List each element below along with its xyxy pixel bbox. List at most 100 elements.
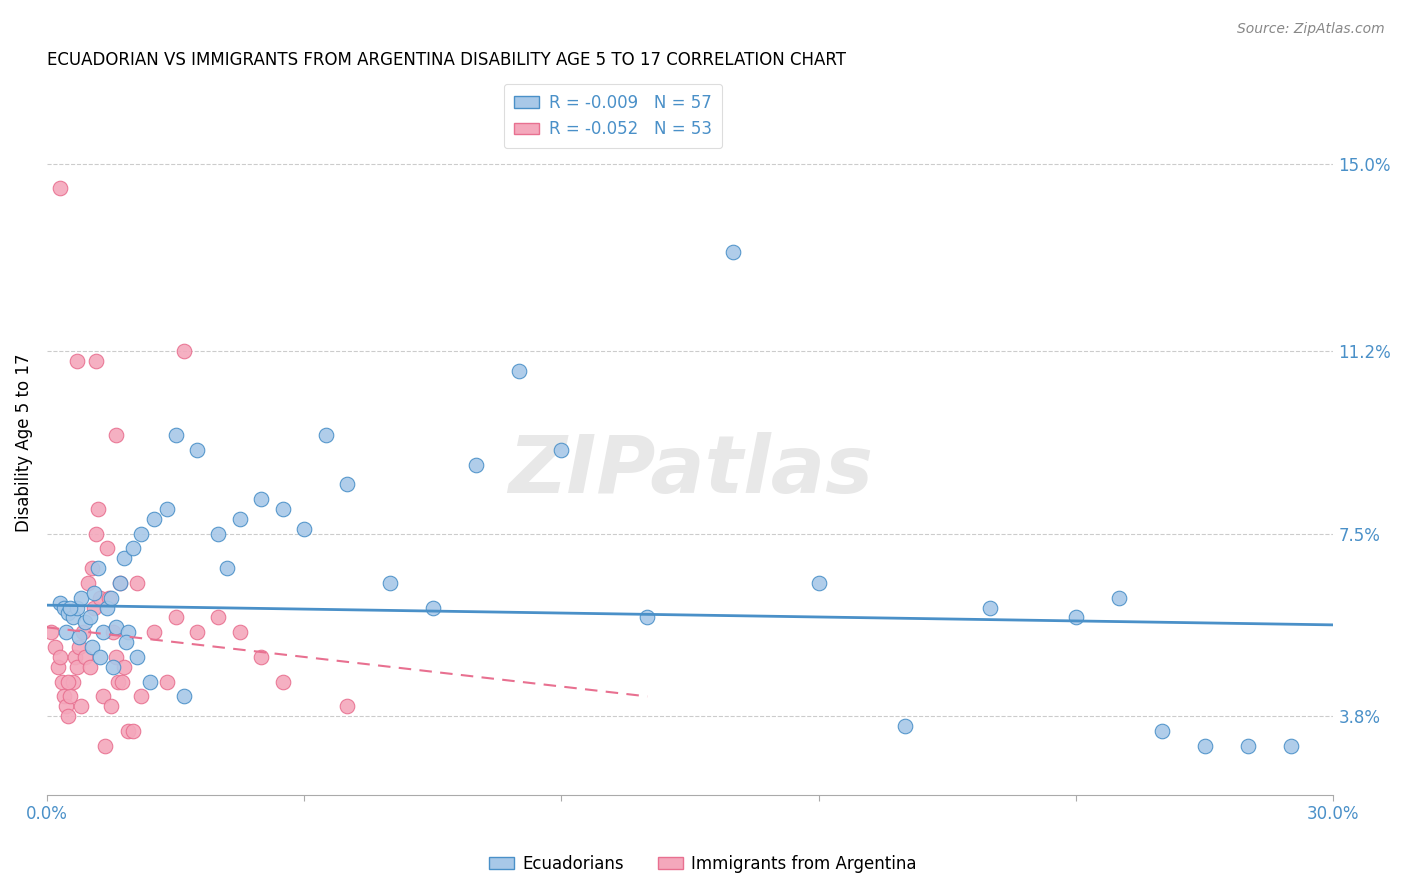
Point — [1194, 739, 1216, 753]
Point — [91, 690, 114, 704]
Point — [1279, 739, 1302, 753]
Point — [108, 576, 131, 591]
Point — [100, 591, 122, 605]
Point — [336, 699, 359, 714]
Point — [979, 600, 1001, 615]
Point — [70, 699, 93, 714]
Point — [84, 354, 107, 368]
Point — [55, 625, 77, 640]
Point — [807, 576, 830, 591]
Point — [636, 610, 658, 624]
Point — [96, 600, 118, 615]
Point — [66, 600, 89, 615]
Point — [87, 502, 110, 516]
Point — [173, 690, 195, 704]
Point — [112, 551, 135, 566]
Point — [75, 615, 97, 630]
Point — [83, 586, 105, 600]
Point — [143, 625, 166, 640]
Legend: Ecuadorians, Immigrants from Argentina: Ecuadorians, Immigrants from Argentina — [482, 848, 924, 880]
Point — [143, 512, 166, 526]
Point — [80, 561, 103, 575]
Point — [893, 719, 915, 733]
Point — [1150, 723, 1173, 738]
Point — [63, 649, 86, 664]
Point — [139, 674, 162, 689]
Point — [66, 660, 89, 674]
Point — [125, 576, 148, 591]
Point — [207, 610, 229, 624]
Point — [62, 674, 84, 689]
Point — [173, 344, 195, 359]
Point — [215, 561, 238, 575]
Point — [156, 502, 179, 516]
Point — [1108, 591, 1130, 605]
Point — [271, 674, 294, 689]
Point — [207, 526, 229, 541]
Point — [112, 660, 135, 674]
Point — [108, 576, 131, 591]
Point — [121, 541, 143, 556]
Point — [117, 723, 139, 738]
Point — [91, 625, 114, 640]
Point — [53, 690, 76, 704]
Point — [121, 723, 143, 738]
Point — [79, 660, 101, 674]
Point — [103, 625, 125, 640]
Point — [129, 526, 152, 541]
Point — [44, 640, 66, 654]
Point — [104, 620, 127, 634]
Point — [721, 245, 744, 260]
Y-axis label: Disability Age 5 to 17: Disability Age 5 to 17 — [15, 353, 32, 532]
Text: ECUADORIAN VS IMMIGRANTS FROM ARGENTINA DISABILITY AGE 5 TO 17 CORRELATION CHART: ECUADORIAN VS IMMIGRANTS FROM ARGENTINA … — [46, 51, 846, 69]
Text: Source: ZipAtlas.com: Source: ZipAtlas.com — [1237, 22, 1385, 37]
Point — [70, 591, 93, 605]
Point — [84, 526, 107, 541]
Point — [58, 674, 80, 689]
Point — [336, 477, 359, 491]
Point — [156, 674, 179, 689]
Point — [125, 649, 148, 664]
Point — [315, 428, 337, 442]
Point — [129, 690, 152, 704]
Point — [117, 625, 139, 640]
Point — [55, 699, 77, 714]
Point — [96, 541, 118, 556]
Point — [100, 699, 122, 714]
Legend: R = -0.009   N = 57, R = -0.052   N = 53: R = -0.009 N = 57, R = -0.052 N = 53 — [503, 84, 721, 148]
Point — [186, 625, 208, 640]
Point — [53, 600, 76, 615]
Point — [111, 674, 134, 689]
Point — [48, 649, 70, 664]
Point — [464, 458, 486, 472]
Point — [508, 364, 530, 378]
Text: ZIPatlas: ZIPatlas — [508, 432, 873, 509]
Point — [80, 640, 103, 654]
Point — [76, 576, 98, 591]
Point — [89, 649, 111, 664]
Point — [250, 649, 273, 664]
Point — [229, 625, 252, 640]
Point — [550, 442, 572, 457]
Point — [66, 354, 89, 368]
Point — [104, 428, 127, 442]
Point — [165, 610, 187, 624]
Point — [48, 596, 70, 610]
Point — [83, 600, 105, 615]
Point — [67, 640, 90, 654]
Point — [51, 674, 73, 689]
Point — [1236, 739, 1258, 753]
Point — [104, 649, 127, 664]
Point — [422, 600, 444, 615]
Point — [165, 428, 187, 442]
Point — [292, 522, 315, 536]
Point — [98, 591, 121, 605]
Point — [59, 690, 82, 704]
Point — [58, 709, 80, 723]
Point — [46, 660, 69, 674]
Point — [59, 600, 82, 615]
Point — [67, 630, 90, 644]
Point — [115, 635, 138, 649]
Point — [62, 610, 84, 624]
Point — [72, 625, 94, 640]
